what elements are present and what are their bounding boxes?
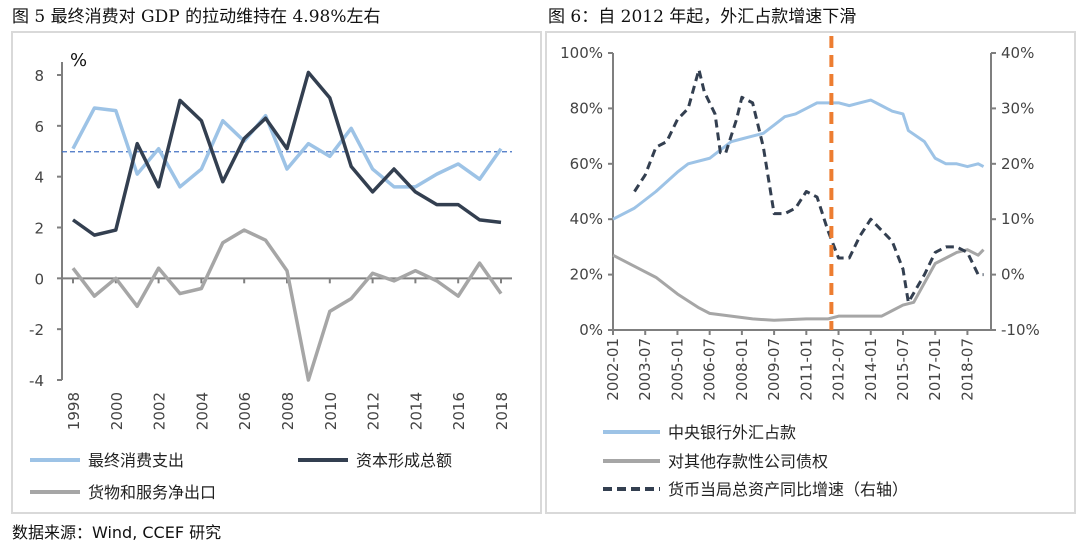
x-tick-label: 2011-01 — [797, 338, 815, 401]
x-tick-label: 2012 — [365, 392, 383, 430]
chart-5-frame — [12, 32, 541, 513]
right-y-tick-label: 30% — [1001, 99, 1034, 117]
y-tick-label: 2 — [34, 220, 44, 238]
x-tick-label: 2012-07 — [830, 338, 848, 401]
y-tick-label: 6 — [34, 118, 44, 136]
legend-consumption: 最终消费支出 — [88, 451, 184, 470]
x-tick-label: 2005-01 — [668, 338, 686, 401]
left-y-tick-label: 20% — [570, 266, 603, 284]
right-y-tick-label: 0% — [1001, 266, 1025, 284]
x-tick-label: 2008-01 — [733, 338, 751, 401]
legend-fx: 中央银行外汇占款 — [668, 423, 796, 442]
legend-growth: 货币当局总资产同比增速（右轴） — [668, 480, 908, 499]
left-y-tick-label: 100% — [560, 44, 603, 62]
x-tick-label: 2017-01 — [926, 338, 944, 401]
source-note: 数据来源：Wind, CCEF 研究 — [12, 523, 221, 542]
legend-netexport: 货物和服务净出口 — [88, 483, 216, 502]
right-y-tick-label: 40% — [1001, 44, 1034, 62]
y-tick-label: -2 — [29, 321, 44, 339]
right-y-tick-label: 20% — [1001, 155, 1034, 173]
x-tick-label: 2002-01 — [604, 338, 622, 401]
chart-6-frame — [546, 32, 1075, 513]
x-tick-label: 2004 — [193, 392, 211, 430]
x-tick-label: 1998 — [65, 392, 83, 430]
y-tick-label: 0 — [34, 270, 44, 288]
x-tick-label: 2018-07 — [958, 338, 976, 401]
chart-5-ylabel: % — [70, 50, 87, 71]
series-netexport — [73, 230, 501, 380]
y-tick-label: 8 — [34, 67, 44, 85]
left-y-tick-label: 40% — [570, 210, 603, 228]
x-tick-label: 2002 — [151, 392, 169, 430]
chart-5-plot: 8 6 4 2 0 -2 -4 1998 2000 2002 2004 2006 2008 2010 201… — [29, 62, 512, 430]
series-capital — [73, 72, 501, 235]
series-asset-growth — [634, 70, 983, 303]
series-claims-on-banks — [613, 250, 984, 321]
left-y-tick-label: 60% — [570, 155, 603, 173]
x-tick-label: 2014 — [407, 392, 425, 430]
x-tick-label: 2000 — [108, 392, 126, 430]
chart-6-title: 图 6：自 2012 年起，外汇占款增速下滑 — [548, 7, 856, 27]
x-tick-label: 2016 — [450, 392, 468, 430]
x-tick-label: 2008 — [279, 392, 297, 430]
chart-5-title: 图 5 最终消费对 GDP 的拉动维持在 4.98%左右 — [12, 7, 381, 27]
x-tick-label: 2014-01 — [862, 338, 880, 401]
x-tick-label: 2003-07 — [636, 338, 654, 401]
y-tick-label: -4 — [29, 372, 44, 390]
x-tick-label: 2018 — [493, 392, 511, 430]
x-tick-label: 2015-07 — [894, 338, 912, 401]
chart-6-plot: 100% 80% 60% 40% 20% 0% 40% 30% 20% 10% 0% -10% 2002… — [560, 36, 1040, 401]
y-tick-label: 4 — [34, 169, 44, 187]
x-tick-label: 2009-07 — [765, 338, 783, 401]
right-y-tick-label: 10% — [1001, 210, 1034, 228]
legend-claims: 对其他存款性公司债权 — [668, 452, 828, 471]
x-tick-label: 2010 — [322, 392, 340, 430]
right-y-tick-label: -10% — [1001, 321, 1040, 339]
left-y-tick-label: 0% — [579, 321, 603, 339]
left-y-tick-label: 80% — [570, 99, 603, 117]
legend-capital: 资本形成总额 — [356, 451, 452, 470]
x-tick-label: 2006-07 — [701, 338, 719, 401]
x-tick-label: 2006 — [236, 392, 254, 430]
